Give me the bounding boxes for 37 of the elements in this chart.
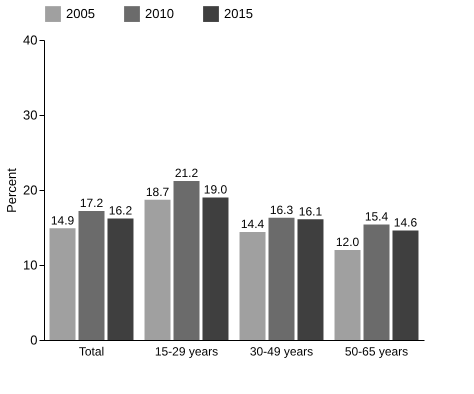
bar — [78, 211, 104, 340]
bar — [268, 218, 294, 340]
bar — [50, 228, 76, 340]
bar — [174, 181, 200, 340]
x-tick-label: 15-29 years — [154, 344, 218, 358]
bar — [334, 250, 361, 340]
x-tick-label: 30-49 years — [250, 344, 314, 358]
legend-label: 2010 — [145, 6, 174, 22]
x-tick-label: Total — [78, 344, 104, 358]
data-label: 12.0 — [336, 235, 360, 249]
bar — [364, 224, 390, 340]
data-label: 18.7 — [146, 184, 170, 199]
bar — [107, 218, 134, 340]
data-label: 16.3 — [270, 202, 294, 217]
bar — [202, 198, 228, 340]
bar — [240, 232, 266, 340]
data-label: 14.4 — [240, 217, 265, 231]
legend-label: 2005 — [66, 6, 95, 22]
data-label: 15.4 — [364, 210, 388, 224]
data-label: 14.6 — [394, 216, 418, 230]
data-label: 16.2 — [108, 204, 132, 218]
bar — [392, 230, 418, 340]
data-label: 17.2 — [80, 196, 104, 210]
data-label: 19.0 — [204, 182, 228, 196]
data-label: 21.2 — [174, 166, 198, 180]
y-axis-title: Percent — [4, 168, 20, 213]
y-tick-label: 30 — [23, 108, 38, 122]
bar — [144, 200, 171, 340]
y-tick-label: 20 — [23, 182, 38, 198]
y-tick-label: 40 — [23, 32, 38, 48]
x-tick-label: 50-65 years — [344, 344, 408, 358]
y-tick-label: 0 — [30, 332, 38, 348]
data-label: 14.9 — [50, 213, 75, 228]
data-label: 16.1 — [298, 204, 322, 218]
bar — [297, 219, 324, 340]
y-tick-label: 10 — [23, 258, 38, 272]
legend-label: 2015 — [224, 6, 253, 22]
